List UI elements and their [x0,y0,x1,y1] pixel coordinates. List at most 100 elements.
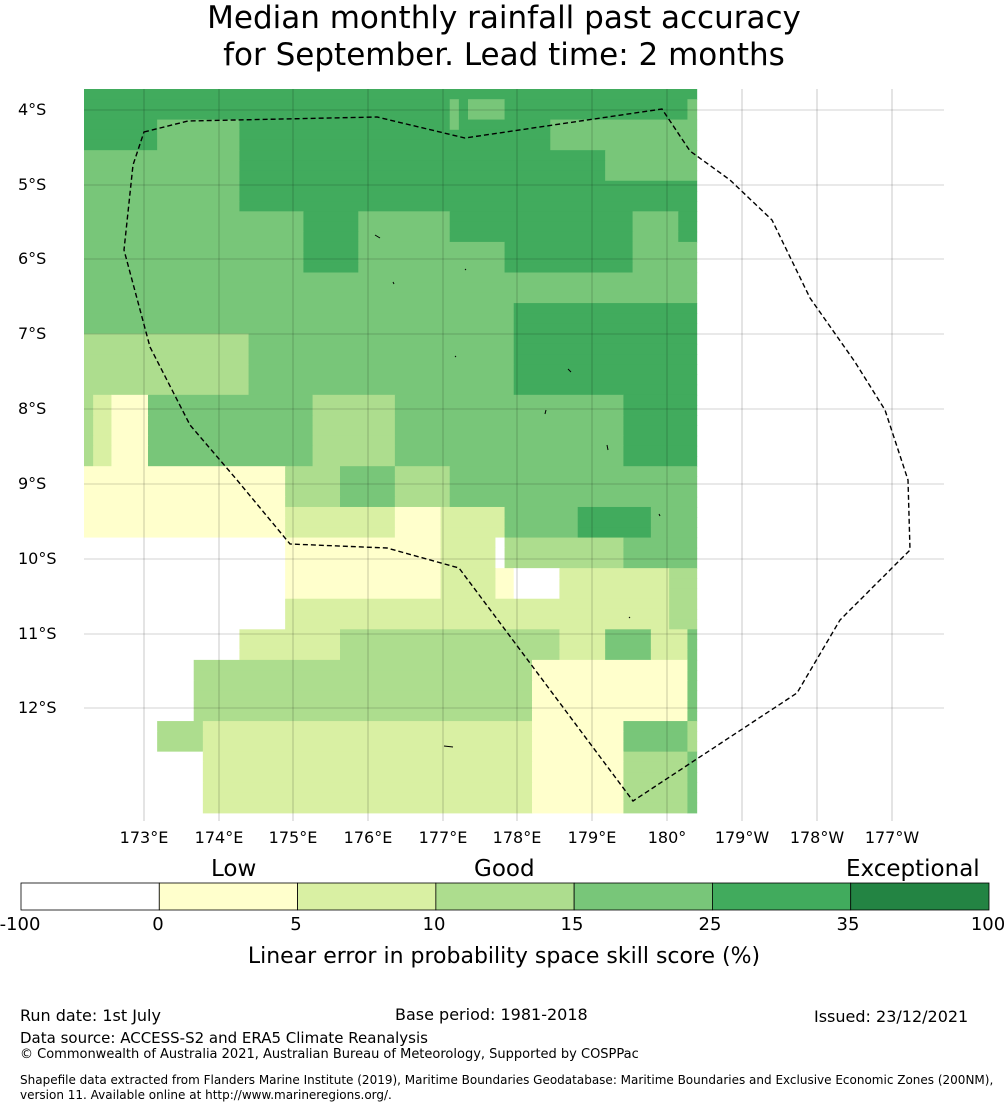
grid-cell [111,415,149,427]
grid-cell [687,731,698,743]
grid-cell [84,608,286,620]
grid-cell [239,629,341,641]
grid-cell [623,435,698,447]
grid-cell [84,517,286,528]
grid-cell [669,608,698,620]
grid-cell [84,241,305,253]
skill-score-map [84,89,944,821]
grid-cell [93,415,113,427]
colorbar-tick: 100 [970,914,1006,935]
grid-cell [202,782,533,794]
grid-cell [312,456,396,467]
grid-cell [239,180,698,192]
base-period: Base period: 1981-2018 [395,1005,588,1024]
grid-cell [248,343,515,355]
grid-cell [340,649,561,661]
copyright: © Commonwealth of Australia 2021, Austra… [20,1047,639,1062]
grid-cell [303,231,359,243]
grid-cell [495,568,515,579]
grid-cell [458,99,469,110]
lat-label: 8°S [18,399,47,418]
grid-cell [84,445,94,457]
colorbar-tick: 25 [698,914,722,935]
grid-cell [285,588,442,600]
grid-cell [84,231,305,243]
grid-cell [504,99,689,110]
grid-cell [84,772,204,783]
grid-cell [449,109,460,121]
data-source: Data source: ACCESS-S2 and ERA5 Climate … [20,1029,428,1047]
grid-cell [358,231,451,243]
grid-cell [248,364,515,376]
grid-cell [394,456,625,467]
grid-cell [513,588,561,600]
grid-cell [559,578,670,590]
grid-cell [340,476,396,488]
grid-cell [157,119,241,131]
grid-cell [495,588,515,600]
grid-cell [340,629,561,641]
grid-cell [84,201,241,212]
grid-cell [285,496,341,508]
colorbar-tick: 0 [152,914,164,935]
grid-cell [148,445,314,457]
grid-cell [550,129,698,141]
grid-cell [285,608,670,620]
grid-cell [687,629,698,641]
grid-cell [687,99,698,110]
grid-cell [157,741,204,753]
grid-cell [84,751,204,763]
lon-label: 174°E [194,828,244,847]
grid-cell [532,802,625,814]
grid-cell [468,109,506,121]
grid-cell [358,221,451,233]
grid-cell [84,292,698,304]
grid-cell [394,517,442,528]
grid-cell [504,506,579,518]
grid-cell [84,190,241,202]
grid-cell [84,649,241,661]
grid-cell [687,649,698,661]
grid-cell [394,405,625,416]
grid-cell [239,190,698,202]
colorbar-segment [850,882,990,911]
grid-cell [632,241,698,253]
grid-cell [84,761,204,773]
grid-cell [605,629,652,641]
grid-cell [193,710,533,722]
grid-cell [84,476,286,488]
grid-cell [623,761,689,773]
grid-cell [84,486,286,498]
grid-cell [532,761,625,773]
grid-cell [84,547,286,559]
eez-boundary-line [123,108,911,802]
grid-cell [513,313,698,325]
grid-cell [458,119,551,131]
grid-cell [84,710,195,722]
lat-label: 9°S [18,474,47,493]
grid-cell [84,364,250,376]
colorbar-tick: -100 [0,914,41,935]
grid-cell [577,506,652,518]
grid-cell [449,119,460,131]
grid-cell [394,506,442,518]
colorbar-segment [297,882,437,911]
lat-label: 12°S [18,698,57,717]
grid-cell [285,476,341,488]
grid-cell [440,506,506,518]
grid-cell [449,486,698,498]
grid-cell [440,517,506,528]
grid-cell [84,313,515,325]
grid-cell [513,364,698,376]
grid-cell [623,445,698,457]
grid-cell [84,323,515,335]
colorbar-segment [20,882,160,911]
grid-cell [623,557,698,569]
grid-cell [193,670,533,681]
grid-cell [577,517,652,528]
grid-cell [148,435,314,447]
grid-cell [358,241,506,253]
grid-cell [84,568,286,579]
grid-cell [248,374,515,386]
grid-cell [532,792,625,804]
